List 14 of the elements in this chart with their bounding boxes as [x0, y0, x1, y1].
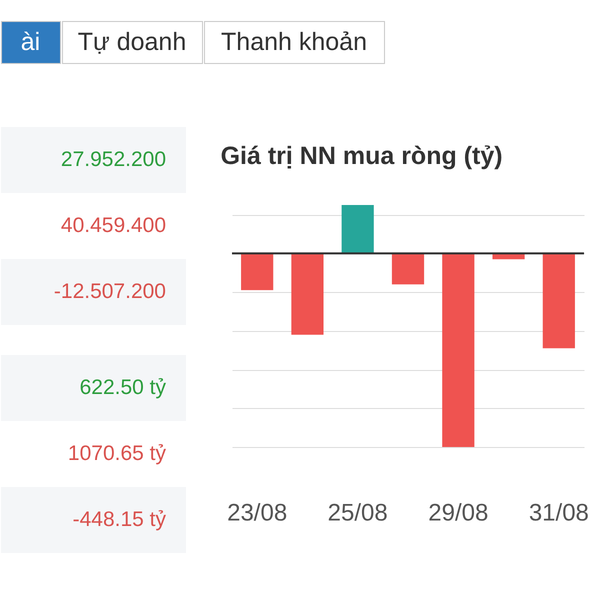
chart-title: Giá trị NN mua ròng (tỷ) [220, 142, 503, 170]
x-tick-label: 31/08 [528, 500, 589, 526]
text: 27.952.200 [60, 148, 166, 171]
x-tick-label: 29/08 [428, 500, 488, 526]
text: ài [20, 28, 40, 56]
text: 40.459.400 [60, 214, 166, 237]
x-tick-label: 25/08 [328, 500, 388, 526]
text: Thanh khoản [221, 28, 367, 56]
text: -12.507.200 [54, 280, 166, 303]
x-tick-label: 23/08 [227, 500, 288, 526]
text: 622.50 tỷ [80, 376, 166, 399]
text: -448.15 tỷ [72, 508, 166, 531]
text: 1070.65 tỷ [68, 442, 166, 465]
text: Tự doanh [78, 28, 186, 56]
